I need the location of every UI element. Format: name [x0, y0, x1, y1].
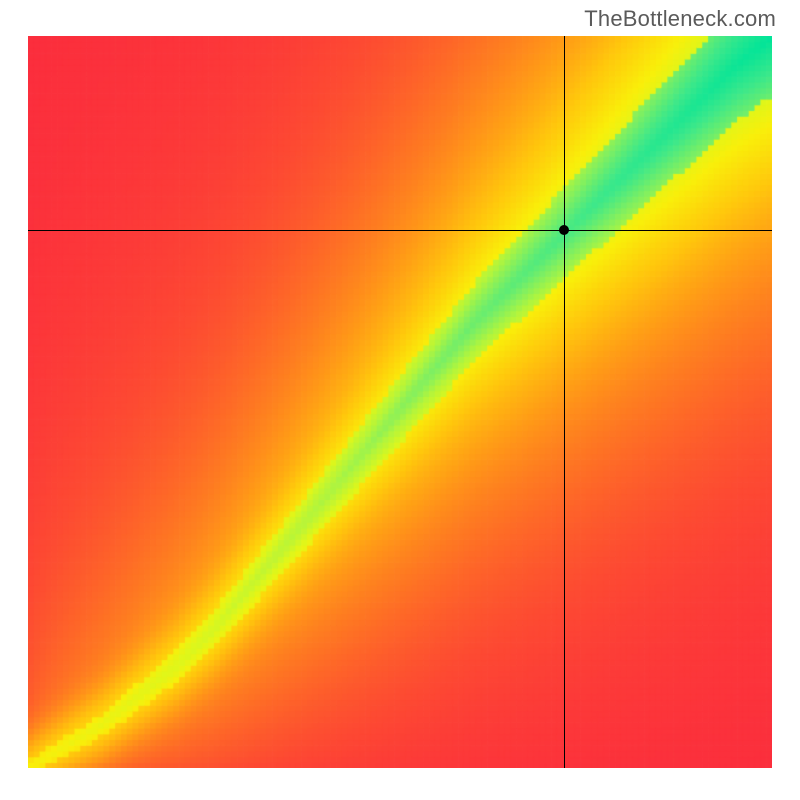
heatmap-plot	[28, 36, 772, 768]
watermark-text: TheBottleneck.com	[584, 6, 776, 32]
canvas-wrap	[28, 36, 772, 768]
figure-container: TheBottleneck.com	[0, 0, 800, 800]
heatmap-canvas	[28, 36, 772, 768]
crosshair-vertical	[564, 36, 565, 768]
crosshair-marker-dot	[559, 225, 569, 235]
crosshair-horizontal	[28, 230, 772, 231]
